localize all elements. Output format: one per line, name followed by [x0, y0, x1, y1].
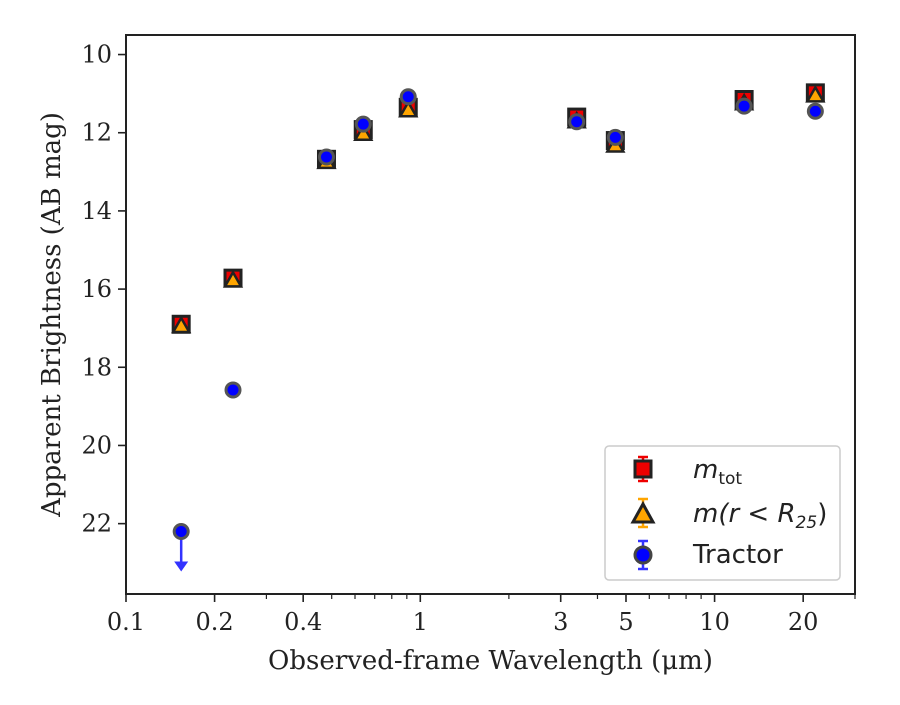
data-point-m-r-r25 — [398, 99, 419, 118]
x-tick-label: 0.1 — [107, 608, 145, 636]
legend-marker-m-tot — [633, 455, 653, 483]
legend-label-tractor: Tractor — [692, 540, 783, 570]
x-tick-label: 0.2 — [196, 608, 234, 636]
data-point-m-r-r25 — [222, 269, 244, 288]
y-tick-label: 16 — [81, 275, 112, 303]
y-axis-label: Apparent Brightness (AB mag) — [37, 112, 67, 518]
data-point-tractor — [806, 102, 824, 120]
y-tick-label: 22 — [81, 510, 112, 538]
legend-label-m-tot: mtot — [693, 455, 742, 489]
legend-box — [604, 445, 841, 581]
y-tick-label: 12 — [81, 119, 112, 147]
x-tick-label: 3 — [553, 608, 568, 636]
data-point-tractor-upper-limit — [172, 522, 190, 540]
legend: mtot m(r < R25) Tractor — [604, 445, 841, 581]
axis-ticks: 0.1 0.2 0.4 1 3 5 10 20 10 12 14 16 18 20 22 — [81, 41, 856, 636]
plot-frame — [125, 34, 856, 595]
x-tick-label: 0.4 — [284, 608, 322, 636]
y-tick-label: 18 — [81, 353, 112, 381]
data-point-tractor — [224, 381, 242, 399]
y-tick-label: 10 — [81, 41, 112, 69]
x-axis-label: Observed-frame Wavelength (μm) — [268, 646, 713, 676]
data-point-m-r-r25 — [805, 84, 826, 103]
y-tick-label: 20 — [81, 431, 112, 459]
data-point-tractor — [735, 97, 753, 115]
x-tick-label: 10 — [699, 608, 730, 636]
x-tick-label: 5 — [618, 608, 633, 636]
data-point-m-r-r25 — [353, 123, 374, 141]
data-point-tractor — [317, 148, 335, 166]
data-point-tractor — [606, 128, 624, 146]
legend-label-m-r-r25: m(r < R25) — [693, 499, 827, 533]
upper-limit-arrowhead — [174, 561, 189, 572]
data-marks — [171, 83, 826, 572]
data-point-m-r-r25 — [171, 315, 192, 334]
data-point-tractor — [568, 113, 586, 131]
data-point-tractor — [354, 115, 372, 133]
legend-marker-m-r-r25 — [630, 497, 656, 529]
y-tick-label: 14 — [81, 197, 112, 225]
legend-marker-tractor — [633, 539, 653, 571]
x-tick-label: 20 — [788, 608, 819, 636]
data-point-tractor — [399, 88, 417, 106]
x-tick-label: 1 — [413, 608, 428, 636]
